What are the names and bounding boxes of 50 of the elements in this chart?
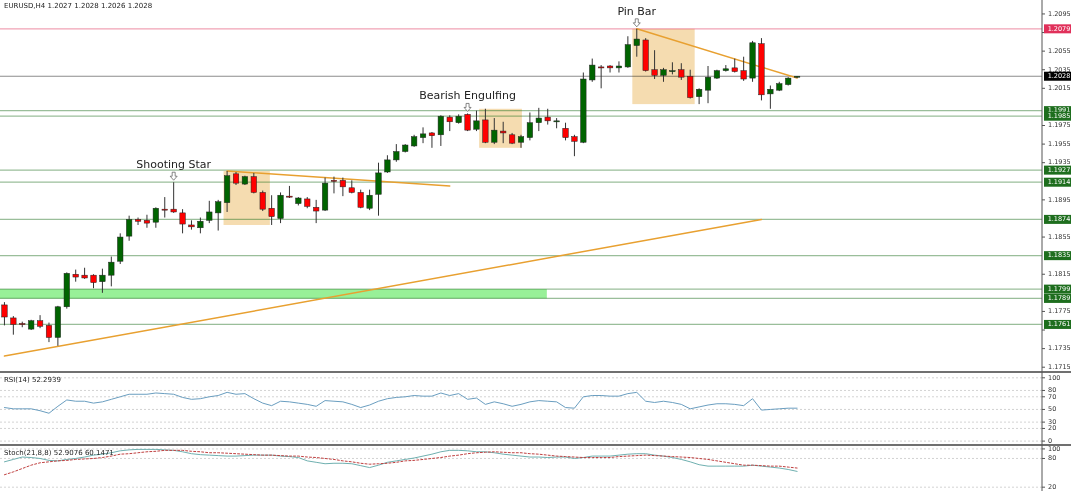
candlestick <box>428 131 435 149</box>
candlestick <box>473 110 480 132</box>
annotation: Shooting Star <box>136 158 212 172</box>
candlestick <box>705 65 712 104</box>
candlestick <box>696 87 703 105</box>
candlestick <box>624 35 631 69</box>
candlestick <box>375 162 382 217</box>
candlestick <box>108 256 115 287</box>
candlestick <box>767 85 774 110</box>
candlestick <box>161 196 168 219</box>
candlestick <box>277 191 284 224</box>
annotation: Bearish Engulfing <box>419 89 516 103</box>
candlestick <box>170 181 177 214</box>
candlestick <box>330 176 337 194</box>
candlestick <box>268 194 275 226</box>
candlestick <box>420 126 427 144</box>
candlestick <box>437 114 444 147</box>
candlestick <box>206 200 213 224</box>
candlestick <box>45 322 52 343</box>
candlestick <box>126 215 133 242</box>
candlestick <box>535 107 542 132</box>
candlestick <box>366 189 373 211</box>
candlestick <box>37 314 44 329</box>
candlestick <box>598 64 605 89</box>
candlestick <box>482 108 489 144</box>
candlestick <box>500 121 507 144</box>
candlestick <box>339 177 346 197</box>
candlestick <box>259 190 266 212</box>
candlestick <box>571 134 578 157</box>
candlestick <box>99 268 106 294</box>
candlestick <box>589 58 596 83</box>
candlestick <box>633 28 640 58</box>
candlestick <box>313 199 320 224</box>
candlestick <box>215 199 222 232</box>
candlestick <box>607 64 614 74</box>
candlestick <box>687 69 694 100</box>
candlestick <box>740 56 747 82</box>
candlestick <box>526 111 533 141</box>
candlestick <box>143 214 150 229</box>
candlestick <box>152 206 159 229</box>
candlestick <box>1 301 8 326</box>
candlestick <box>517 134 525 149</box>
candlestick <box>179 208 186 234</box>
line-series <box>3 391 798 414</box>
candlestick <box>651 49 658 80</box>
candlestick <box>10 315 17 336</box>
candlestick <box>615 60 622 74</box>
candlestick <box>135 217 142 226</box>
candlestick <box>491 117 498 145</box>
annotation: Pin Bar <box>617 4 657 18</box>
